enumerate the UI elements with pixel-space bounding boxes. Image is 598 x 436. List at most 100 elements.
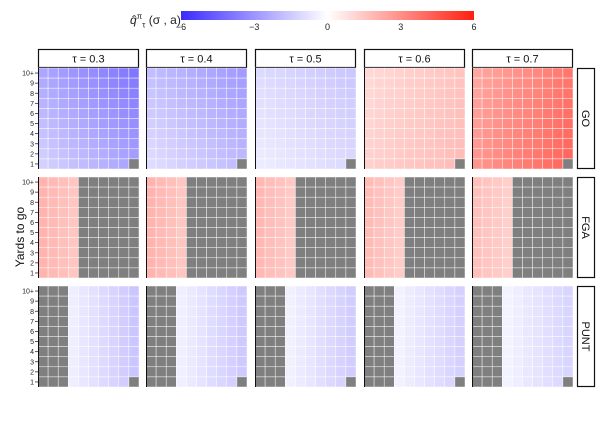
heatmap-cell	[522, 118, 533, 129]
heatmap-cell	[315, 128, 326, 139]
heatmap-cell	[373, 158, 385, 170]
heatmap-cell	[373, 67, 385, 79]
heatmap-cell	[165, 158, 177, 170]
heatmap-cell	[522, 207, 533, 218]
heatmap-cell	[471, 305, 483, 317]
heatmap-cell	[165, 207, 177, 218]
heatmap-cell	[345, 77, 357, 89]
heatmap-cell	[155, 346, 167, 357]
heatmap-cell	[176, 227, 187, 238]
heatmap-cell	[444, 138, 456, 150]
heatmap-cell	[414, 237, 425, 248]
heatmap-cell	[118, 138, 130, 150]
heatmap-cell	[57, 376, 69, 388]
heatmap-cell	[444, 237, 456, 248]
heatmap-cell	[305, 207, 316, 218]
heatmap-cell	[285, 237, 296, 248]
heatmap-cell	[383, 67, 395, 79]
heatmap-cell	[236, 295, 248, 307]
heatmap-cell	[37, 176, 49, 188]
heatmap-cell	[196, 247, 207, 259]
heatmap-cell	[502, 227, 513, 238]
heatmap-cell	[47, 227, 59, 238]
heatmap-cell	[532, 285, 543, 297]
heatmap-cell	[236, 257, 248, 269]
heatmap-cell	[502, 237, 513, 248]
heatmap-cell	[236, 356, 248, 368]
heatmap-cell	[176, 118, 187, 129]
heatmap-cell	[325, 77, 337, 89]
heatmap-cell	[128, 326, 140, 337]
heatmap-cell	[542, 305, 554, 317]
heatmap-cell	[186, 227, 197, 238]
heatmap-cell	[108, 186, 120, 198]
heatmap-cell	[285, 138, 296, 150]
heatmap-cell	[295, 158, 306, 170]
facet-strip-action	[576, 176, 596, 279]
y-tick-label: 7	[30, 319, 34, 326]
heatmap-cell	[98, 186, 109, 198]
facet-strip-action	[576, 285, 596, 388]
heatmap-cell	[345, 366, 357, 378]
heatmap-cell	[68, 98, 79, 109]
heatmap-cell	[206, 196, 217, 208]
heatmap-cell	[128, 176, 140, 188]
heatmap-cell	[88, 138, 99, 150]
heatmap-cell	[315, 217, 326, 228]
heatmap-cell	[414, 77, 425, 89]
heatmap-cell	[236, 227, 248, 238]
heatmap-cell	[562, 356, 574, 368]
heatmap-cell	[512, 217, 523, 228]
heatmap-cell	[37, 98, 49, 109]
heatmap-cell	[236, 67, 248, 79]
heatmap-cell	[491, 336, 503, 347]
heatmap-cell	[118, 376, 130, 388]
heatmap-cell	[145, 118, 157, 129]
heatmap-cell	[274, 257, 286, 269]
heatmap-cell	[345, 356, 357, 368]
heatmap-cell	[373, 186, 385, 198]
heatmap-cell	[444, 158, 456, 170]
heatmap-cell	[118, 257, 130, 269]
heatmap-cell	[176, 148, 187, 160]
heatmap-cell	[373, 305, 385, 317]
heatmap-cell	[196, 148, 207, 160]
heatmap-cell	[285, 257, 296, 269]
heatmap-cell	[542, 176, 554, 188]
heatmap-cell	[176, 247, 187, 259]
heatmap-cell	[315, 376, 326, 388]
heatmap-cell	[216, 148, 228, 160]
heatmap-cell	[216, 67, 228, 79]
heatmap-cell	[542, 148, 554, 160]
heatmap-cell	[128, 346, 140, 357]
heatmap-cell	[206, 257, 217, 269]
heatmap-cell	[274, 207, 286, 218]
heatmap-cell	[414, 305, 425, 317]
heatmap-cell	[562, 77, 574, 89]
heatmap-cell	[226, 247, 238, 259]
heatmap-cell	[254, 316, 266, 327]
heatmap-cell	[434, 217, 446, 228]
heatmap-cell	[424, 196, 435, 208]
heatmap-cell	[502, 67, 513, 79]
heatmap-cell	[285, 108, 296, 119]
heatmap-cell	[373, 148, 385, 160]
heatmap-cell	[145, 326, 157, 337]
heatmap-cell	[264, 267, 276, 279]
heatmap-cell	[236, 108, 248, 119]
heatmap-cell	[68, 346, 79, 357]
heatmap-cell	[285, 366, 296, 378]
heatmap-cell	[68, 295, 79, 307]
heatmap-cell	[404, 148, 415, 160]
heatmap-cell	[236, 366, 248, 378]
heatmap-cell	[176, 176, 187, 188]
heatmap-cell	[363, 247, 375, 259]
heatmap-cell	[295, 77, 306, 89]
heatmap-cell	[145, 257, 157, 269]
heatmap-cell	[128, 98, 140, 109]
heatmap-cell	[502, 207, 513, 218]
heatmap-cell	[383, 326, 395, 337]
heatmap-cell	[186, 376, 197, 388]
heatmap-cell	[78, 366, 89, 378]
heatmap-cell	[216, 247, 228, 259]
